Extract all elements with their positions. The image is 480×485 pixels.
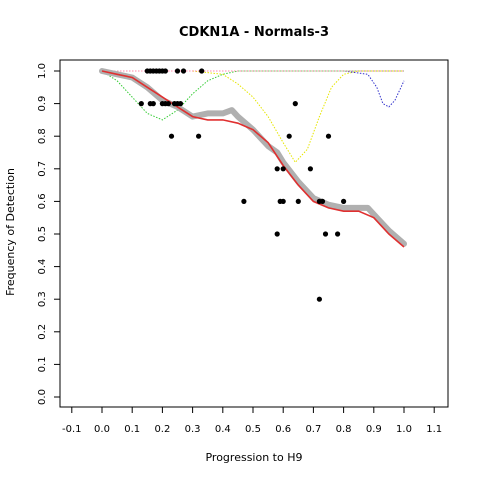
data-point: [316, 296, 322, 302]
x-tick-label: 0.2: [154, 424, 170, 435]
y-tick-label: 0.0: [37, 389, 48, 405]
y-tick-label: 0.1: [37, 356, 48, 372]
data-point: [335, 231, 341, 237]
data-point: [307, 166, 313, 172]
y-tick-label: 0.9: [37, 96, 48, 112]
y-tick-label: 0.6: [37, 193, 48, 209]
data-point: [292, 101, 298, 107]
data-point: [180, 68, 187, 74]
x-axis-label: Progression to H9: [205, 451, 302, 464]
chart-title: CDKN1A - Normals-3: [179, 25, 329, 40]
data-point: [319, 198, 326, 204]
x-tick-label: -0.1: [62, 424, 82, 435]
data-point: [274, 231, 280, 237]
observation-points: [138, 68, 347, 302]
x-tick-label: 0.3: [185, 424, 201, 435]
x-axis-ticks: -0.1 0.0 0.1 0.2 0.3 0.4 0.5 0.6 0.7 0.8 0.9 1.0 1.1: [62, 407, 442, 435]
dotted-curve-yellow: [192, 70, 404, 164]
fit-line: [101, 70, 405, 248]
data-point: [199, 68, 205, 74]
data-point: [286, 133, 292, 139]
x-tick-label: 0.1: [124, 424, 140, 435]
series-lines: [99, 68, 407, 248]
y-axis-label: Frequency of Detection: [4, 168, 17, 296]
x-tick-label: 0.8: [336, 424, 352, 435]
y-tick-label: 0.2: [37, 324, 48, 340]
y-tick-label: 1.0: [37, 63, 48, 79]
x-tick-label: 1.1: [426, 424, 442, 435]
data-point: [150, 101, 156, 107]
data-point: [174, 68, 181, 74]
y-tick-label: 0.5: [37, 226, 48, 242]
data-point: [177, 101, 184, 107]
dotted-curve-blue: [102, 70, 405, 108]
smoothed-band: [99, 68, 407, 247]
data-point: [138, 101, 144, 107]
data-point: [168, 133, 175, 139]
data-point: [325, 133, 332, 139]
data-point: [322, 231, 329, 237]
y-tick-label: 0.3: [37, 291, 48, 307]
x-tick-label: 1.0: [396, 424, 412, 435]
y-tick-label: 0.8: [37, 128, 48, 144]
x-tick-label: 0.7: [305, 424, 321, 435]
data-point: [162, 68, 168, 74]
data-point: [341, 198, 347, 204]
x-tick-label: 0.5: [245, 424, 261, 435]
x-tick-label: 0.4: [215, 424, 231, 435]
y-axis-ticks: 0.0 0.1 0.2 0.3 0.4 0.5 0.6 0.7 0.8 0.9 1.0: [37, 63, 60, 405]
x-tick-label: 0.9: [366, 424, 382, 435]
data-point: [274, 166, 280, 172]
x-tick-label: 0.0: [94, 424, 110, 435]
data-point: [241, 198, 247, 204]
x-tick-label: 0.6: [275, 424, 291, 435]
data-point: [280, 198, 286, 204]
y-tick-label: 0.7: [37, 161, 48, 177]
dotted-curve-green: [101, 70, 404, 121]
data-point: [295, 198, 301, 204]
data-point: [196, 133, 202, 139]
data-point: [165, 101, 171, 107]
y-tick-label: 0.4: [37, 259, 48, 275]
data-point: [280, 166, 286, 172]
